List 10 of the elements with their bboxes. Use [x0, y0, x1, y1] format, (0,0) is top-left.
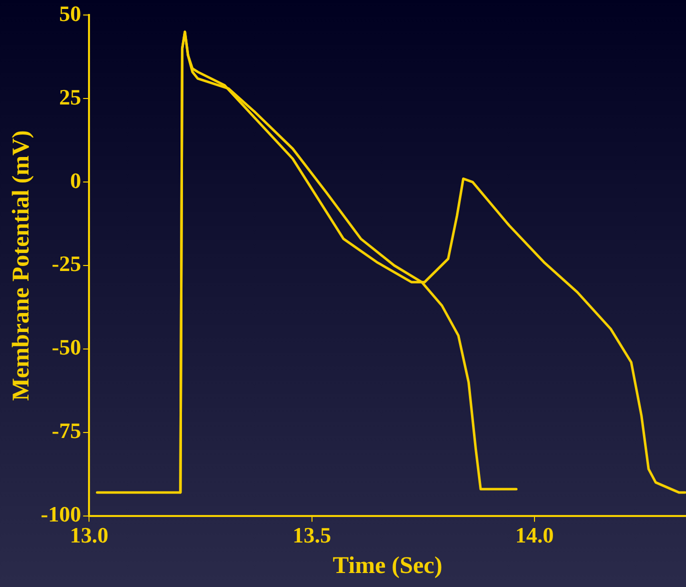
y-tick-label: -75: [52, 418, 82, 444]
y-tick-label: -50: [52, 334, 82, 360]
y-axis-title: Membrane Potential (mV): [8, 130, 35, 401]
y-tick-label: 25: [59, 84, 82, 110]
y-tick-label: 0: [70, 168, 82, 193]
x-axis-title: Time (Sec): [332, 552, 442, 579]
x-tick-label: 14.0: [515, 522, 554, 548]
y-tick-label: -25: [52, 251, 82, 276]
y-tick-label: 50: [59, 0, 82, 26]
x-tick-label: 13.5: [292, 522, 332, 548]
